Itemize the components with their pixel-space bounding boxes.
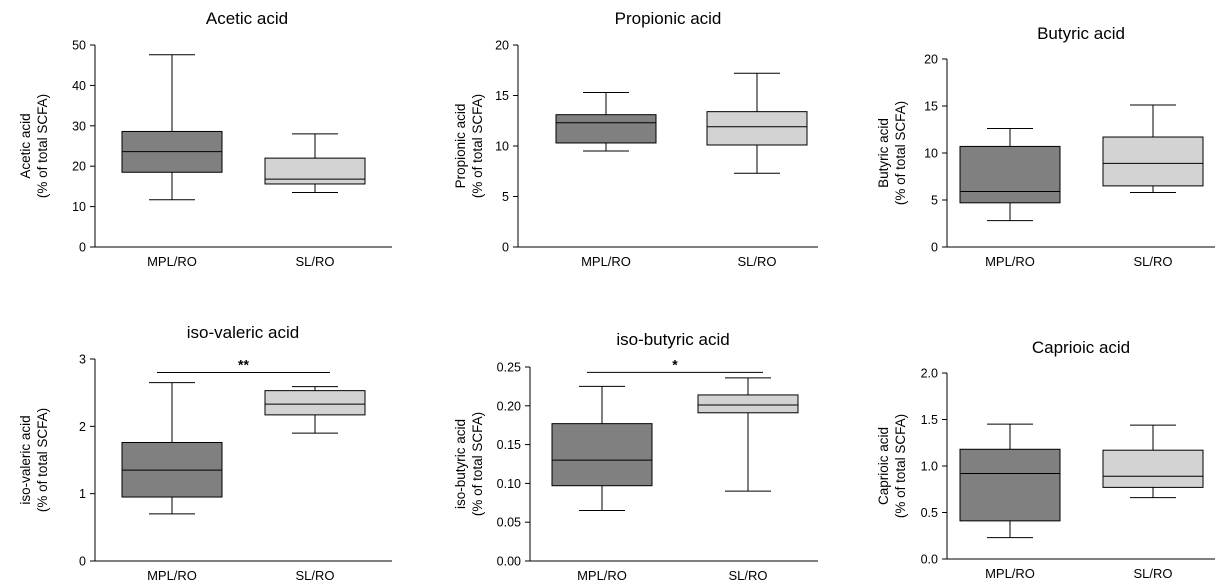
box-sl-ro [264,133,366,193]
y-tick-label: 0.5 [921,506,938,520]
y-axis-label-line: (% of total SCFA) [35,94,50,198]
iqr-box [264,390,366,416]
y-axis-label-line: iso-valeric acid [18,415,33,504]
y-tick-label: 50 [72,39,86,53]
y-tick-label: 20 [72,160,86,174]
box-mpl-ro [555,91,657,152]
x-category-label: MPL/RO [985,566,1035,581]
y-axis-label-line: (% of total SCFA) [893,414,908,518]
y-tick-label: 3 [79,353,86,367]
y-tick-label: 10 [495,140,509,154]
y-tick-label: 0 [502,241,509,255]
x-category-label: SL/RO [728,568,767,583]
significance-label: * [672,356,678,372]
iqr-box [1102,449,1204,488]
y-axis-label-line: (% of total SCFA) [35,408,50,512]
iqr-box [697,394,799,414]
panel-title: Propionic acid [615,9,722,28]
y-axis-label-line: Butyric acid [876,118,891,188]
panel-title: Caprioic acid [1032,338,1130,357]
y-tick-label: 2 [79,420,86,434]
panel-title: Butyric acid [1037,24,1125,43]
y-axis-label-line: (% of total SCFA) [470,412,485,516]
panel-title: iso-valeric acid [187,323,299,342]
x-category-label: MPL/RO [581,254,631,269]
y-tick-label: 0.15 [497,438,521,452]
significance-label: ** [238,356,249,372]
x-category-label: SL/RO [295,568,334,583]
x-category-label: MPL/RO [147,568,197,583]
x-category-label: MPL/RO [577,568,627,583]
y-tick-label: 5 [502,190,509,204]
iqr-box [555,114,657,144]
y-axis-label-line: Caprioic acid [876,427,891,505]
y-tick-label: 0.05 [497,516,521,530]
x-category-label: SL/RO [1133,566,1172,581]
box-sl-ro [264,386,366,434]
x-category-label: MPL/RO [985,254,1035,269]
y-tick-label: 20 [924,53,938,67]
box-mpl-ro [551,385,653,512]
y-tick-label: 40 [72,79,86,93]
y-tick-label: 0 [79,555,86,569]
box-mpl-ro [121,382,223,515]
y-tick-label: 5 [931,194,938,208]
y-tick-label: 0.0 [921,553,938,567]
y-tick-label: 0.20 [497,399,521,413]
panel-title: Acetic acid [206,9,288,28]
x-category-label: SL/RO [295,254,334,269]
iqr-box [1102,136,1204,187]
y-axis-label: Caprioic acid (% of total SCFA) [876,414,908,518]
y-axis-label: iso-butyric acid (% of total SCFA) [453,412,485,516]
y-tick-label: 0.10 [497,477,521,491]
y-tick-label: 10 [72,200,86,214]
y-axis-label-line: iso-butyric acid [453,419,468,509]
box-sl-ro [1102,104,1204,193]
box-mpl-ro [959,423,1061,539]
iqr-box [264,157,366,185]
x-category-label: MPL/RO [147,254,197,269]
x-category-label: SL/RO [1133,254,1172,269]
iqr-box [706,111,808,146]
iqr-box [959,145,1061,204]
box-sl-ro [1102,424,1204,499]
panel-title: iso-butyric acid [616,330,729,349]
iqr-box [959,448,1061,522]
y-tick-label: 1 [79,487,86,501]
box-mpl-ro [959,128,1061,222]
y-axis-label-line: (% of total SCFA) [470,94,485,198]
y-axis-label: Butyric acid (% of total SCFA) [876,101,908,205]
y-tick-label: 20 [495,39,509,53]
y-axis-label-line: Acetic acid [18,113,33,178]
x-category-label: SL/RO [737,254,776,269]
y-tick-label: 15 [924,100,938,114]
y-tick-label: 2.0 [921,367,938,381]
y-tick-label: 1.0 [921,460,938,474]
y-axis-label: Propionic acid (% of total SCFA) [453,94,485,198]
box-sl-ro [697,377,799,492]
y-axis-label-line: Propionic acid [453,104,468,189]
iqr-box [551,423,653,487]
y-tick-label: 0 [79,241,86,255]
y-axis-label-line: (% of total SCFA) [893,101,908,205]
y-tick-label: 1.5 [921,413,938,427]
y-axis-label: iso-valeric acid (% of total SCFA) [18,408,50,512]
y-tick-label: 0 [931,241,938,255]
y-tick-label: 0.00 [497,555,521,569]
y-axis-label: Acetic acid (% of total SCFA) [18,94,50,198]
box-mpl-ro [121,54,223,201]
y-tick-label: 30 [72,119,86,133]
y-tick-label: 10 [924,147,938,161]
y-tick-label: 15 [495,89,509,103]
box-sl-ro [706,72,808,174]
y-tick-label: 0.25 [497,361,521,375]
